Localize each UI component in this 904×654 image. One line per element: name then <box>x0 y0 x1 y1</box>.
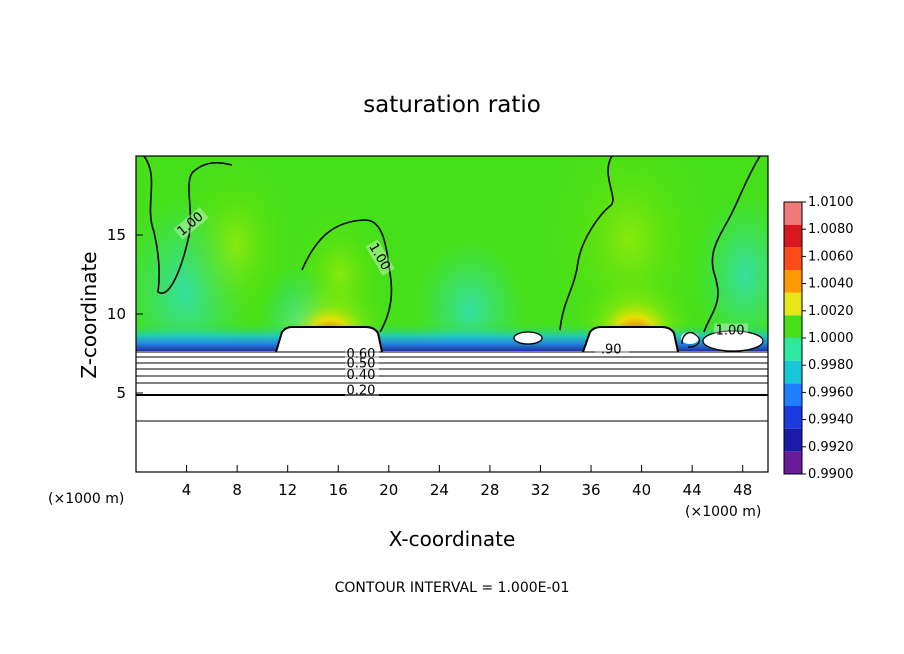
y-tick-label: 15 <box>107 226 126 244</box>
colorbar-block <box>784 202 802 225</box>
x-tick-label: 36 <box>581 481 600 499</box>
contour-interval-text: CONTOUR INTERVAL = 1.000E-01 <box>335 580 570 596</box>
white-blob-32km <box>514 332 542 344</box>
colorbar-block <box>784 292 802 316</box>
white-blob-32km-outline <box>513 331 543 345</box>
x-units-right: (×1000 m) <box>685 504 761 520</box>
mountain-left-outline <box>275 326 383 353</box>
y-tick-label: 10 <box>107 305 126 323</box>
colorbar-label: 0.9980 <box>808 358 854 373</box>
colorbar-block <box>784 224 802 248</box>
contour-1-00-center <box>301 219 393 333</box>
colorbar-label: 1.0040 <box>808 277 854 292</box>
mountain-left-shape <box>276 327 382 352</box>
contour-1-00-left <box>143 156 233 294</box>
x-tick-label: 12 <box>278 481 297 499</box>
white-blob-44km <box>681 332 699 344</box>
contour-label: 0.60 <box>347 347 376 362</box>
mountain-right-outline <box>582 326 679 353</box>
colorbar-label: 0.9960 <box>808 385 854 400</box>
x-tick-label: 48 <box>733 481 752 499</box>
y-tick-label: 5 <box>116 384 126 402</box>
plot-area <box>136 156 768 472</box>
chart-title: saturation ratio <box>363 92 541 118</box>
colorbar-block <box>784 270 802 293</box>
colorbar-label: 1.0080 <box>808 222 854 237</box>
contour-label: 1.00 <box>716 324 745 339</box>
contour-labels: 1.001.001.00.900.600.500.400.20 <box>173 207 749 399</box>
contour-label-bg <box>344 356 379 371</box>
x-tick-label: 44 <box>683 481 702 499</box>
contour-label-bg <box>344 383 379 398</box>
colorbar-block <box>784 247 802 270</box>
mountain-right-shape <box>583 327 678 352</box>
white-blob-47km <box>703 331 763 351</box>
contour-label-bg <box>173 207 209 240</box>
x-tick-label: 28 <box>480 481 499 499</box>
x-tick-label: 20 <box>379 481 398 499</box>
x-tick-label: 32 <box>531 481 550 499</box>
contour-label: 0.20 <box>347 384 376 399</box>
white-blob-47km-outline <box>702 330 764 352</box>
contour-label-bg <box>344 367 379 382</box>
x-tick-label: 40 <box>632 481 651 499</box>
lower-white-region <box>136 351 768 472</box>
contour-label-bg <box>365 239 395 276</box>
contour-label-bg <box>344 347 379 362</box>
colorbar-blocks <box>784 202 802 474</box>
contour-1-00-right2 <box>703 156 761 333</box>
colorbar-block <box>784 338 802 361</box>
contour-label: .90 <box>601 343 622 358</box>
x-tick-label: 16 <box>329 481 348 499</box>
colorbar-block <box>784 428 802 452</box>
white-blob-44km-outline <box>681 332 700 348</box>
x-tick-label: 8 <box>232 481 242 499</box>
contour-label: 0.40 <box>347 368 376 383</box>
colorbar-label: 1.0000 <box>808 331 854 346</box>
x-units-left: (×1000 m) <box>48 491 124 507</box>
field-lime-left <box>176 156 296 340</box>
colorbar-block <box>784 315 802 338</box>
x-ticks: 4 8 12 16 20 24 28 32 36 40 44 48 <box>182 465 752 499</box>
colorbar-block <box>784 360 802 384</box>
contour-1-00-right <box>559 156 614 331</box>
x-axis-title: X-coordinate <box>389 527 516 551</box>
x-tick-label: 24 <box>430 481 449 499</box>
y-ticks: 5 10 15 <box>107 226 143 402</box>
contour-label: 0.50 <box>347 357 376 372</box>
colorbar-label: 1.0060 <box>808 249 854 264</box>
contour-label-bg <box>714 323 749 338</box>
colorbar-labels: 0.9900 0.9920 0.9940 0.9960 0.9980 1.0000 1.00… <box>802 195 854 482</box>
colorbar-label: 1.0100 <box>808 195 854 210</box>
colorbar-label: 0.9920 <box>808 440 854 455</box>
x-tick-label: 4 <box>182 481 192 499</box>
colorbar-block <box>784 406 802 429</box>
colorbar: 0.9900 0.9920 0.9940 0.9960 0.9980 1.0000 1.00… <box>783 195 854 482</box>
colorbar-label: 1.0020 <box>808 304 854 319</box>
y-axis-title: Z-coordinate <box>77 251 101 378</box>
colorbar-block <box>784 451 802 474</box>
contours <box>136 156 768 422</box>
colorbar-label: 0.9900 <box>808 467 854 482</box>
contour-label-bg <box>595 342 630 357</box>
colorbar-block <box>784 383 802 406</box>
colorbar-label: 0.9940 <box>808 413 854 428</box>
